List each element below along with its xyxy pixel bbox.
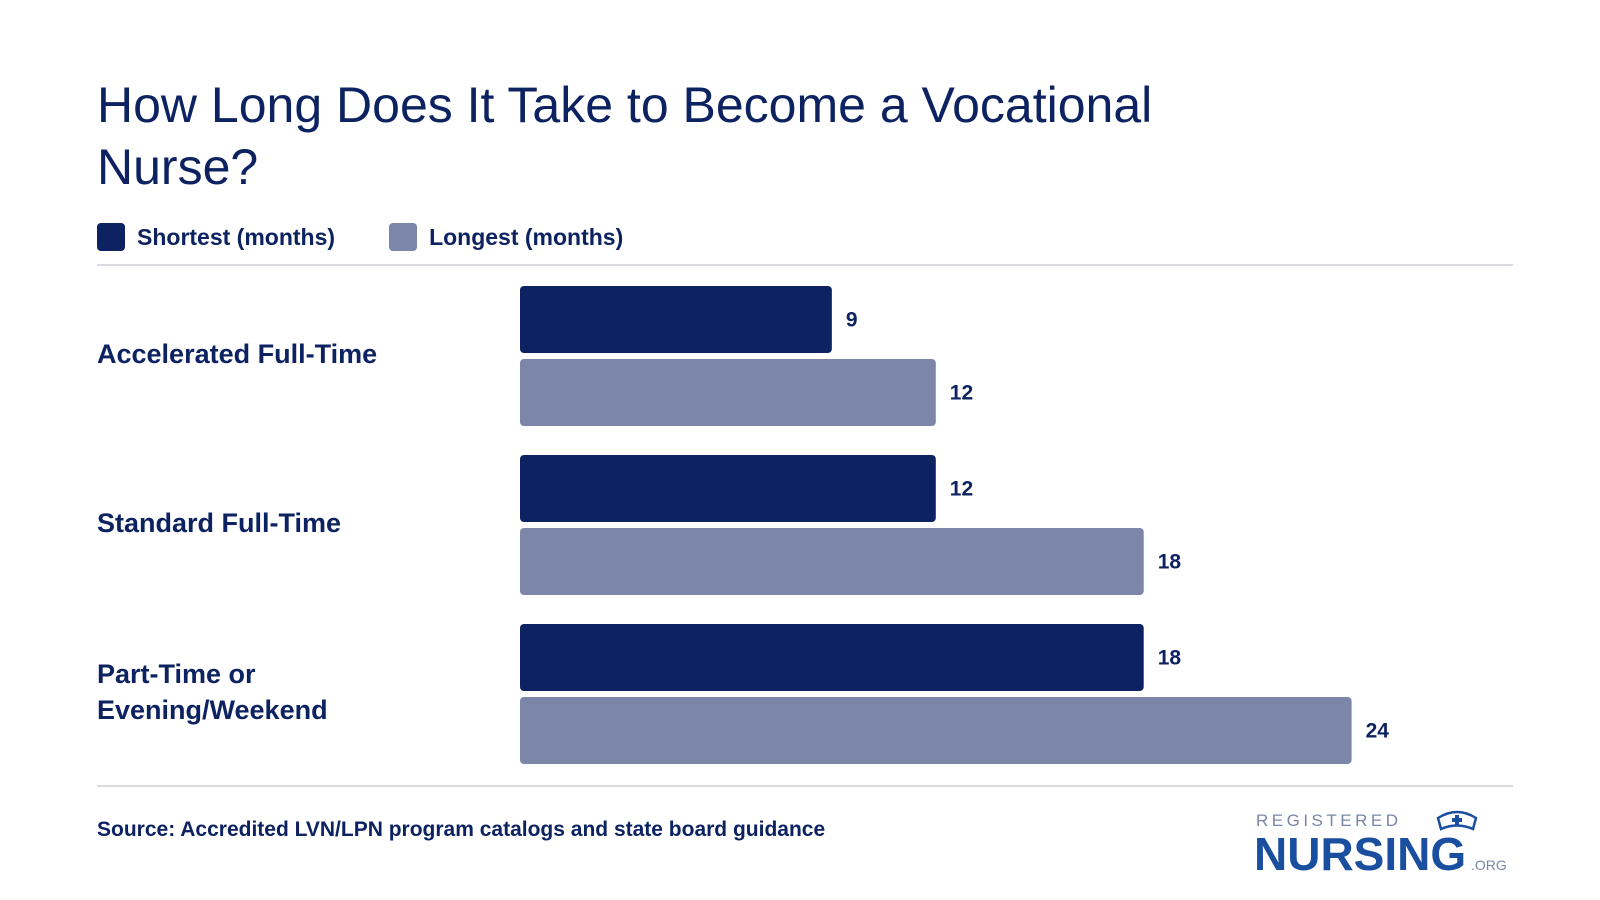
legend-item-shortest: Shortest (months): [97, 223, 335, 251]
legend-label-longest: Longest (months): [429, 223, 624, 250]
top-divider: [97, 264, 1513, 266]
bar-shortest-1: [520, 455, 936, 522]
bar-longest-2: [520, 697, 1352, 764]
logo-main-text: NURSING: [1254, 828, 1466, 878]
category-label-line: Part-Time or: [97, 659, 256, 689]
legend-swatch-shortest: [97, 223, 125, 251]
legend: Shortest (months) Longest (months): [97, 222, 677, 252]
category-label-line: Accelerated Full-Time: [97, 339, 378, 369]
bar-shortest-0: [520, 286, 832, 353]
legend-label-shortest: Shortest (months): [137, 223, 336, 250]
data-label-shortest-0: 9: [846, 309, 858, 332]
bar-shortest-2: [520, 624, 1144, 691]
data-label-longest-1: 18: [1158, 551, 1182, 574]
registered-nursing-logo: REGISTERED NURSING .ORG: [1254, 810, 1507, 878]
logo-top-text: REGISTERED: [1256, 811, 1402, 830]
chart-title: How Long Does It Take to Become a Vocati…: [97, 77, 1153, 195]
source-note: Source: Accredited LVN/LPN program catal…: [97, 818, 826, 841]
legend-swatch-longest: [389, 223, 418, 251]
bar-longest-1: [520, 528, 1144, 595]
nurse-cap-icon: [1436, 810, 1478, 831]
legend-item-longest: Longest (months): [389, 223, 623, 251]
bar-longest-0: [520, 359, 936, 426]
logo-suffix-text: .ORG: [1471, 857, 1507, 873]
data-label-shortest-1: 12: [950, 478, 973, 501]
category-label-0: Accelerated Full-Time: [97, 336, 487, 372]
bottom-divider: [97, 785, 1513, 787]
category-label-line: Evening/Weekend: [97, 695, 328, 725]
data-label-shortest-2: 18: [1158, 647, 1182, 670]
category-label-2: Part-Time or Evening/Weekend: [97, 656, 487, 728]
data-label-longest-2: 24: [1366, 720, 1390, 743]
category-label-1: Standard Full-Time: [97, 505, 487, 541]
data-label-longest-0: 12: [950, 382, 973, 405]
category-label-line: Standard Full-Time: [97, 508, 342, 538]
